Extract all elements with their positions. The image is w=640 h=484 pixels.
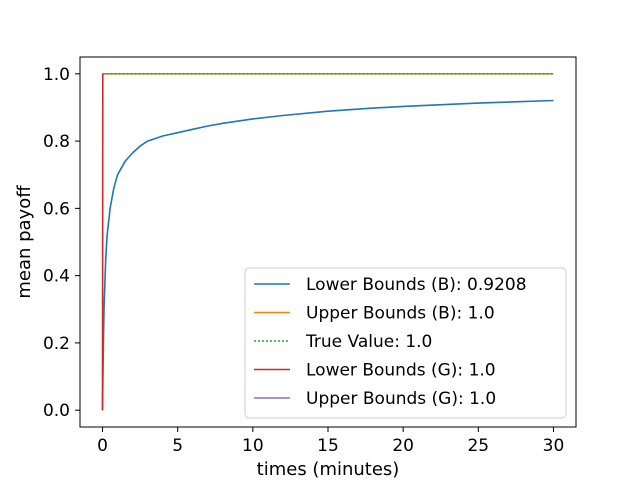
x-tick-label: 25	[467, 436, 489, 456]
y-tick-label: 0.0	[43, 401, 70, 421]
y-tick-label: 0.4	[43, 267, 70, 287]
legend-box	[244, 267, 567, 419]
plot-area: 0 5 10 15 20 25 30 0.0 0.2 0.4 0.6 0.8 1.0	[43, 56, 577, 456]
legend-label: Upper Bounds (B): 1.0	[306, 304, 495, 324]
legend-label: True Value: 1.0	[305, 332, 432, 352]
y-axis-ticks: 0.0 0.2 0.4 0.6 0.8 1.0	[43, 65, 80, 421]
x-tick-label: 0	[97, 436, 108, 456]
legend-label: Upper Bounds (G): 1.0	[306, 389, 496, 409]
series-line-4	[101, 73, 104, 411]
legend-label: Lower Bounds (G): 1.0	[306, 361, 496, 381]
y-tick-label: 0.6	[43, 199, 70, 219]
y-tick-label: 0.2	[43, 334, 70, 354]
y-tick-label: 1.0	[43, 65, 70, 85]
x-tick-label: 5	[172, 436, 183, 456]
y-tick-label: 0.8	[43, 132, 70, 152]
x-axis-label: times (minutes)	[257, 459, 400, 480]
series-line-1	[101, 99, 554, 411]
x-tick-label: 30	[543, 436, 565, 456]
y-axis-label: mean payoff	[14, 185, 35, 299]
x-tick-label: 15	[317, 436, 339, 456]
x-axis-ticks: 0 5 10 15 20 25 30	[97, 427, 564, 456]
x-tick-label: 20	[392, 436, 414, 456]
legend-label: Lower Bounds (B): 0.9208	[306, 275, 527, 295]
legend: Lower Bounds (B): 0.9208 Upper Bounds (B)…	[244, 267, 567, 419]
series-layer	[101, 73, 554, 411]
x-tick-label: 10	[242, 436, 264, 456]
